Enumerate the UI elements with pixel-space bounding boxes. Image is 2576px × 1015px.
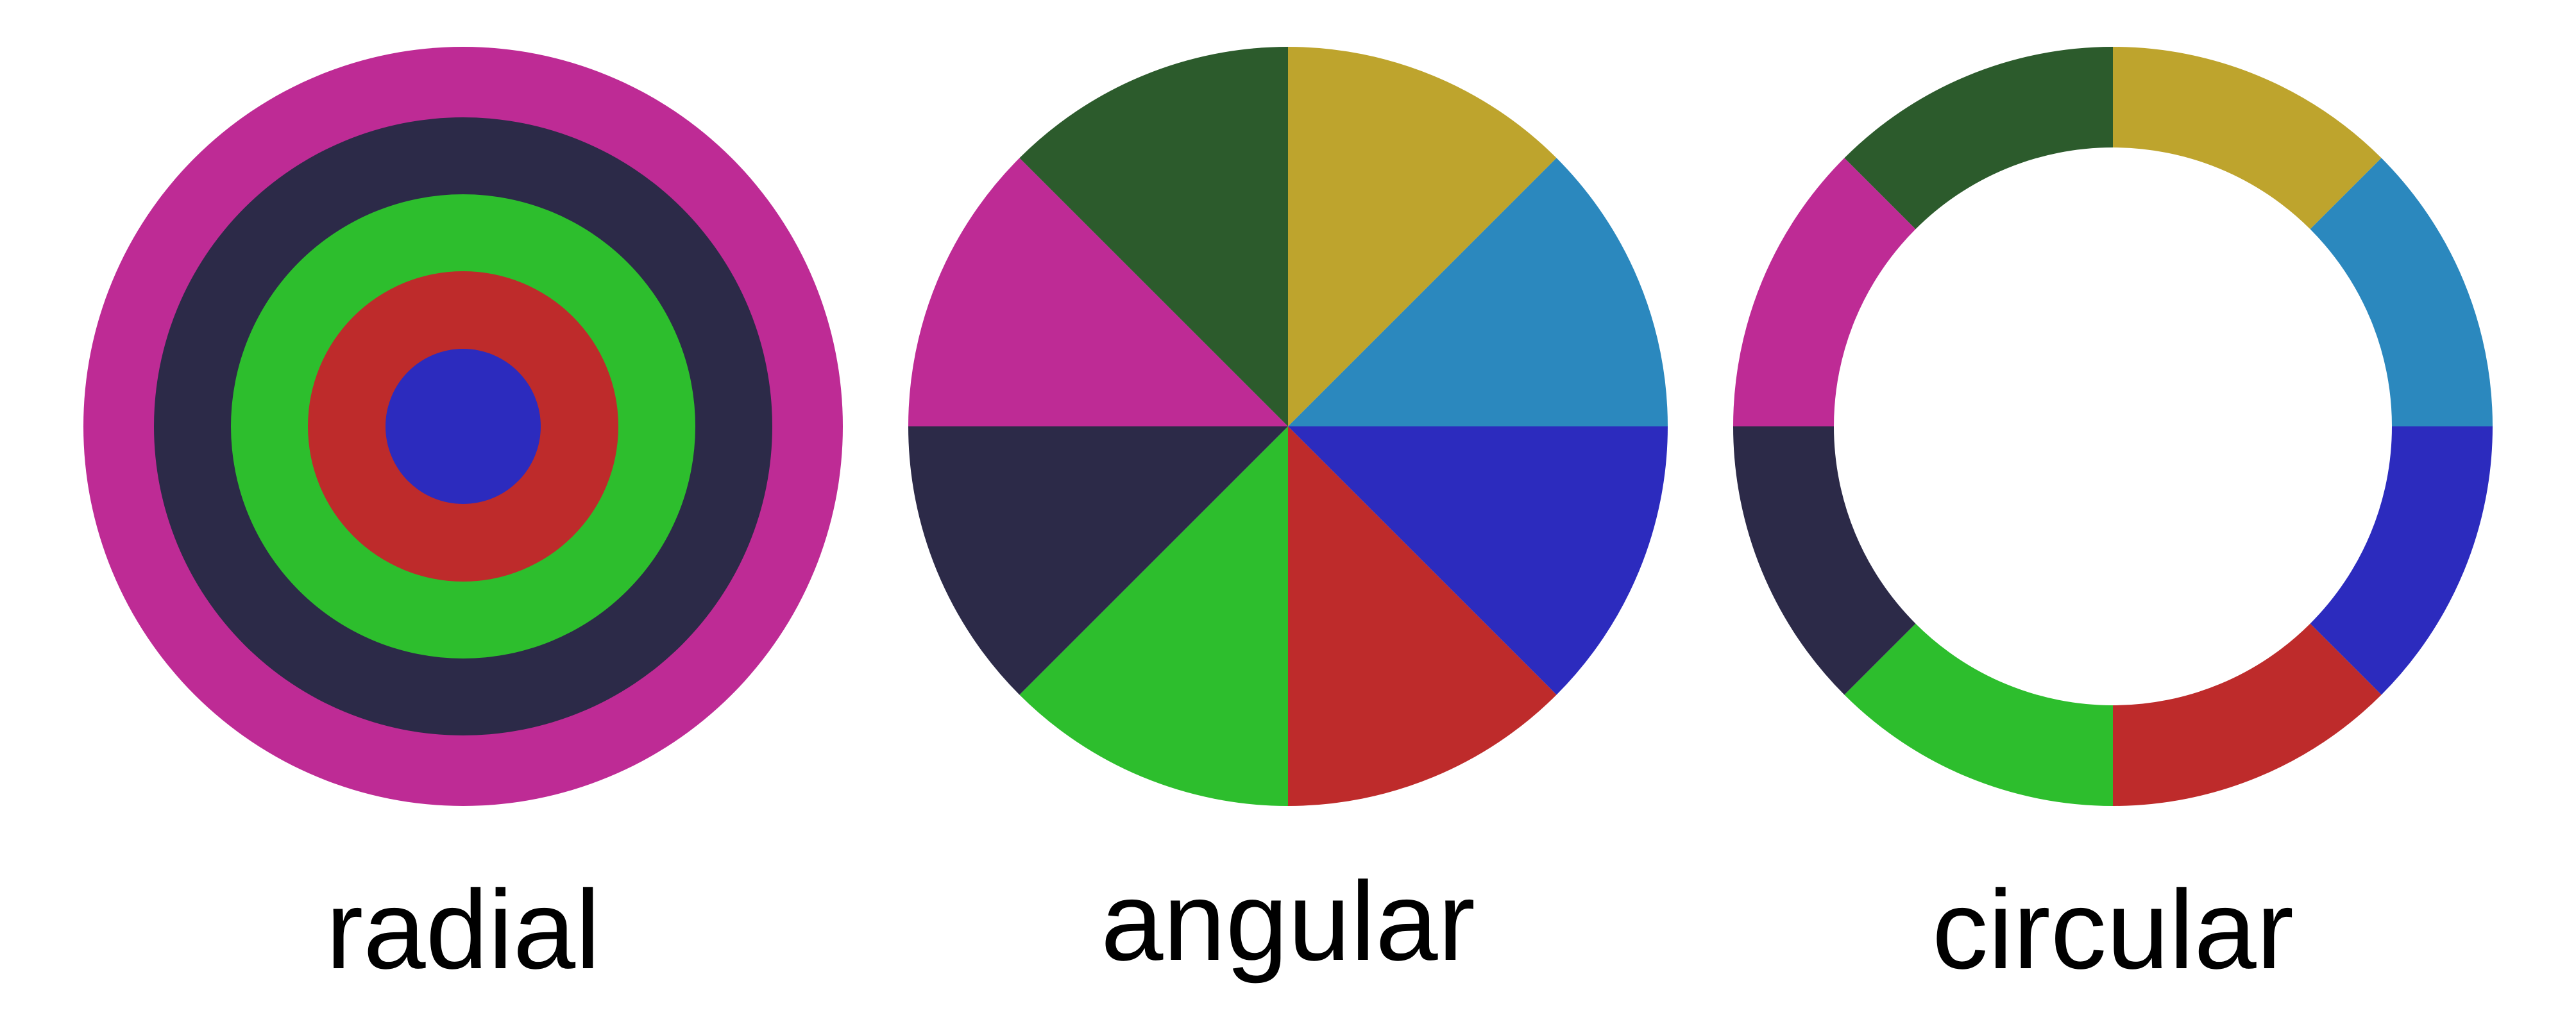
angular-panel: angular [908,47,1668,984]
angular-label: angular [1101,859,1475,984]
angular-sector-7 [908,158,1288,426]
radial-rings [83,47,843,806]
circular-sector-2 [2310,158,2493,426]
circular-sector-7 [1733,158,1916,426]
circular-sector-6 [1733,426,1916,695]
radial-ring-5 [386,349,541,504]
angular-sector-4 [1288,426,1557,806]
circular-panel: circular [1733,47,2493,993]
radial-label: radial [326,868,600,993]
circular-label: circular [1932,868,2294,993]
radial-panel: radial [83,47,843,993]
circular-sector-4 [2113,623,2382,806]
circular-sector-3 [2310,426,2493,695]
circular-sector-5 [1844,623,2113,806]
angular-sector-3 [1288,426,1668,695]
circular-ring-sectors [1733,47,2493,806]
angular-sectors [908,47,1668,806]
circular-sector-8 [1844,47,2113,230]
angular-sector-5 [1019,426,1288,806]
angular-sector-6 [908,426,1288,695]
angular-sector-8 [1019,47,1288,426]
angular-sector-1 [1288,47,1557,426]
angular-sector-2 [1288,158,1668,426]
circular-sector-1 [2113,47,2382,230]
